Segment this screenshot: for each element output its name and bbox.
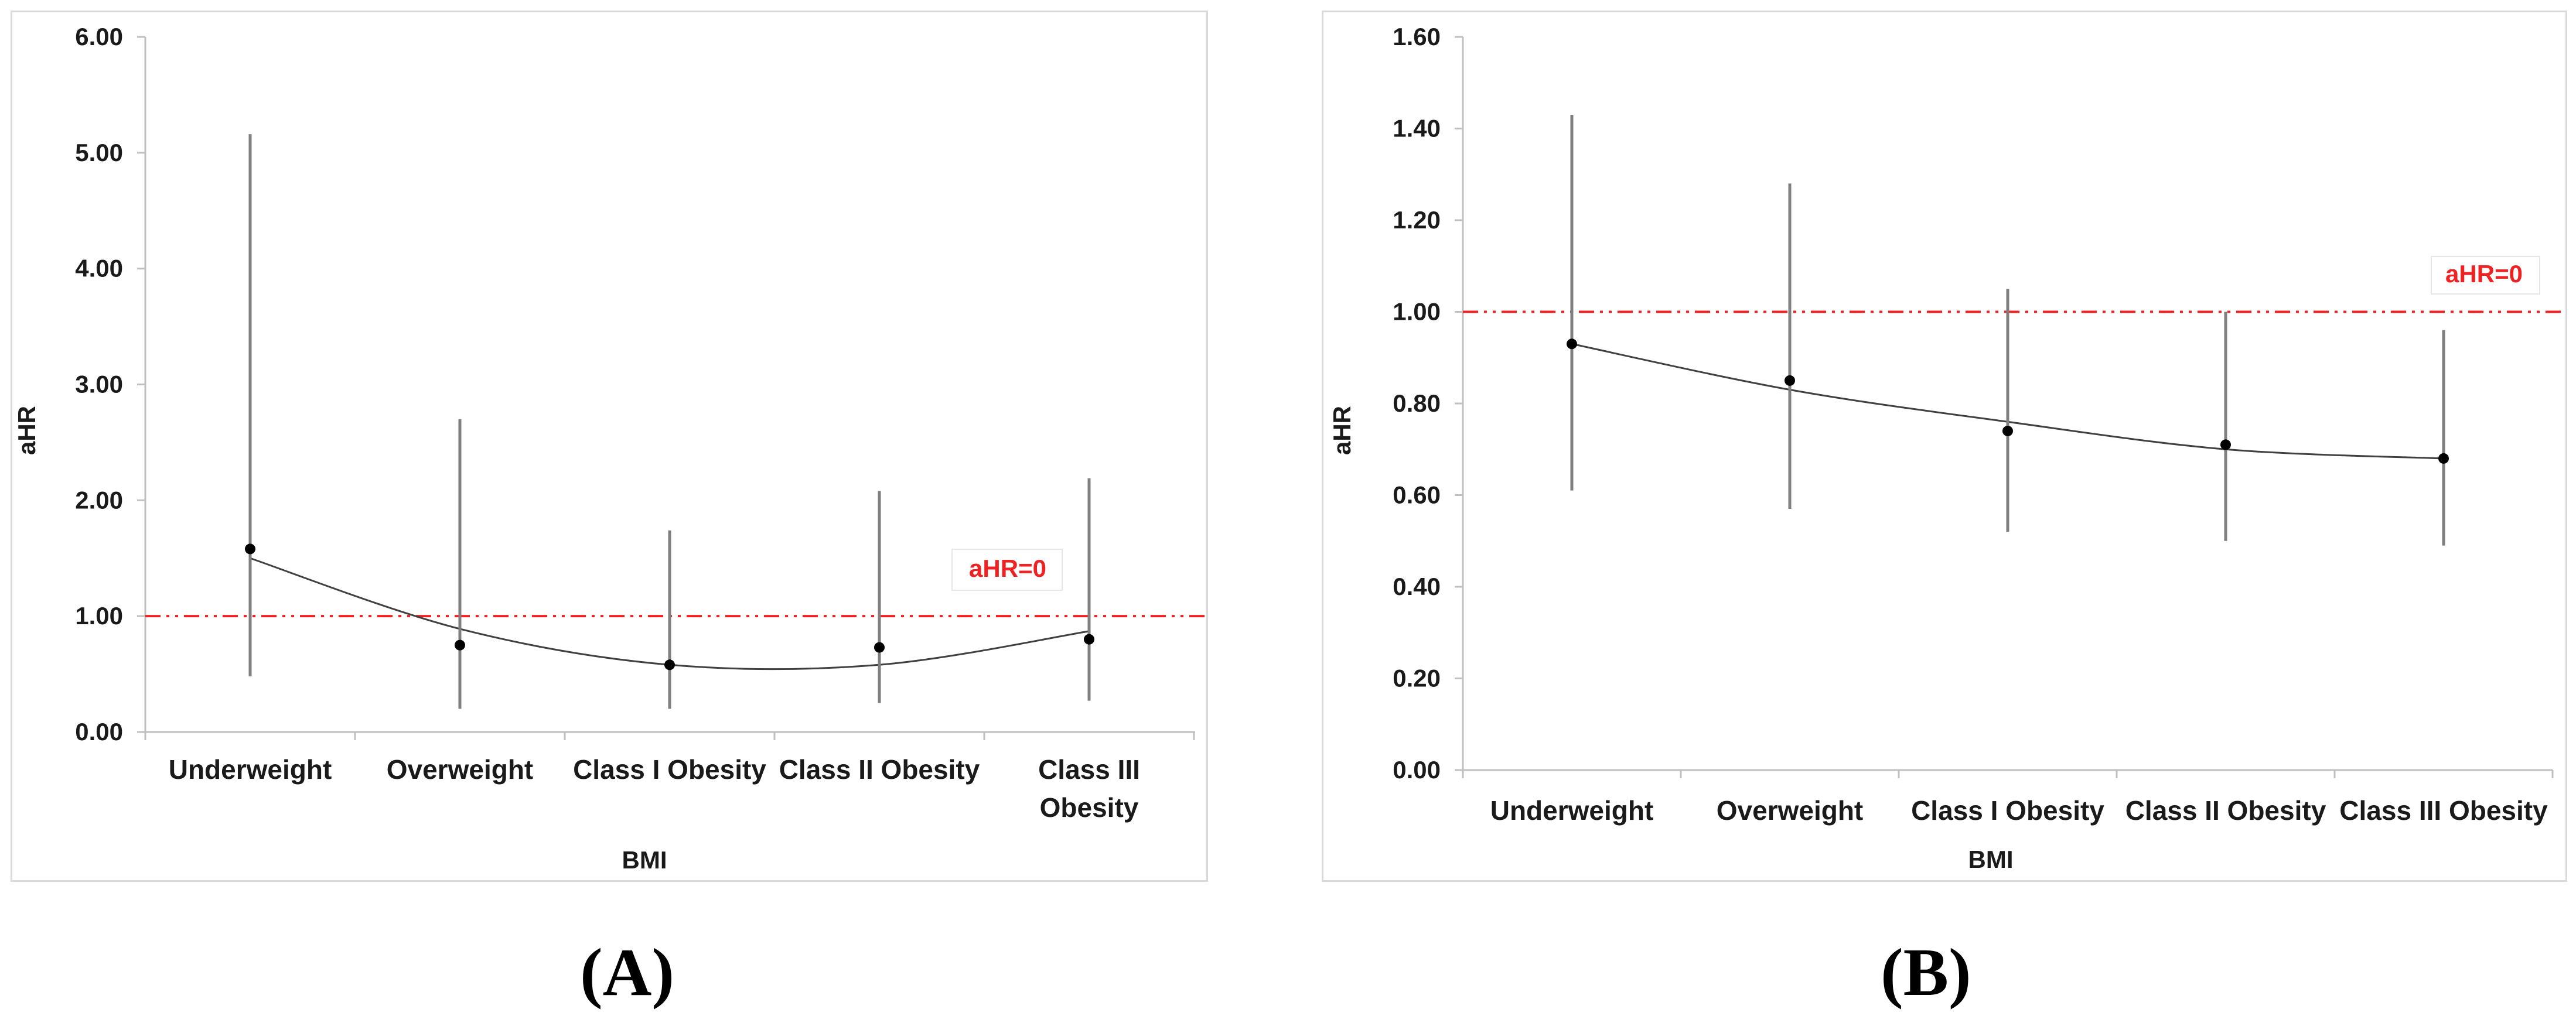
chart-a-y-tick-label: 6.00 [75, 23, 123, 50]
chart-a-y-tick-label: 0.00 [75, 718, 123, 745]
chart-b-y-axis-title: aHR [1328, 406, 1356, 455]
chart-a-reference-label: aHR=0 [969, 555, 1046, 582]
chart-a-x-tick-label: Underweight [169, 754, 332, 785]
chart-b-data-point [2220, 439, 2231, 450]
chart-b-data-point [2438, 453, 2449, 464]
chart-a-y-tick-label: 3.00 [75, 371, 123, 398]
chart-b-y-tick-label: 1.20 [1393, 206, 1441, 234]
chart-a-y-axis-title: aHR [13, 406, 40, 455]
panel-label-b: (B) [1881, 935, 1971, 1010]
panel-label-a: (A) [580, 935, 675, 1010]
chart-b-data-point [1785, 375, 1795, 386]
chart-a-data-point [664, 659, 675, 671]
chart-b-x-tick-label: Class III Obesity [2339, 795, 2548, 826]
chart-a-y-tick-label: 1.00 [75, 602, 123, 630]
chart-a-data-point [1084, 634, 1094, 645]
chart-a-data-point [245, 543, 255, 555]
chart-a-frame [11, 11, 1208, 882]
chart-b-x-axis-title: BMI [1968, 846, 2014, 873]
chart-b-y-tick-label: 0.80 [1393, 389, 1441, 417]
chart-b-y-tick-label: 1.60 [1393, 23, 1441, 50]
chart-a-x-tick-label: Class II Obesity [779, 754, 980, 785]
chart-a-x-tick-label: Class I Obesity [573, 754, 766, 785]
chart-b-y-tick-label: 1.40 [1393, 115, 1441, 142]
chart-b-reference-label: aHR=0 [2445, 260, 2523, 288]
chart-a-x-axis-title: BMI [622, 846, 667, 874]
chart-a-reference-label-box [951, 549, 1063, 591]
chart-a-x-tick-label: Overweight [387, 754, 534, 785]
chart-b-y-tick-label: 1.00 [1393, 298, 1441, 326]
chart-b-y-tick-label: 0.20 [1393, 665, 1441, 692]
chart-b-x-tick-label: Class I Obesity [1911, 795, 2104, 826]
chart-a-y-tick-label: 2.00 [75, 486, 123, 514]
chart-b-x-tick-label: Class II Obesity [2125, 795, 2326, 826]
chart-a-y-tick-label: 5.00 [75, 139, 123, 166]
chart-a-data-point [874, 642, 885, 653]
chart-b-data-point [2002, 425, 2013, 436]
chart-a-x-tick-label: Obesity [1040, 792, 1139, 823]
chart-b-reference-label-box [2431, 256, 2540, 295]
chart-b-x-tick-label: Underweight [1490, 795, 1654, 826]
chart-b-y-tick-label: 0.60 [1393, 481, 1441, 509]
chart-b-data-point [1567, 338, 1577, 350]
chart-a-y-tick-label: 4.00 [75, 255, 123, 282]
chart-b-x-tick-label: Overweight [1717, 795, 1864, 826]
chart-a-data-point [455, 639, 465, 651]
chart-b-y-tick-label: 0.00 [1393, 756, 1441, 784]
chart-b-frame [1322, 11, 2567, 882]
chart-b-y-tick-label: 0.40 [1393, 573, 1441, 600]
chart-a-x-tick-label: Class III [1038, 754, 1140, 785]
